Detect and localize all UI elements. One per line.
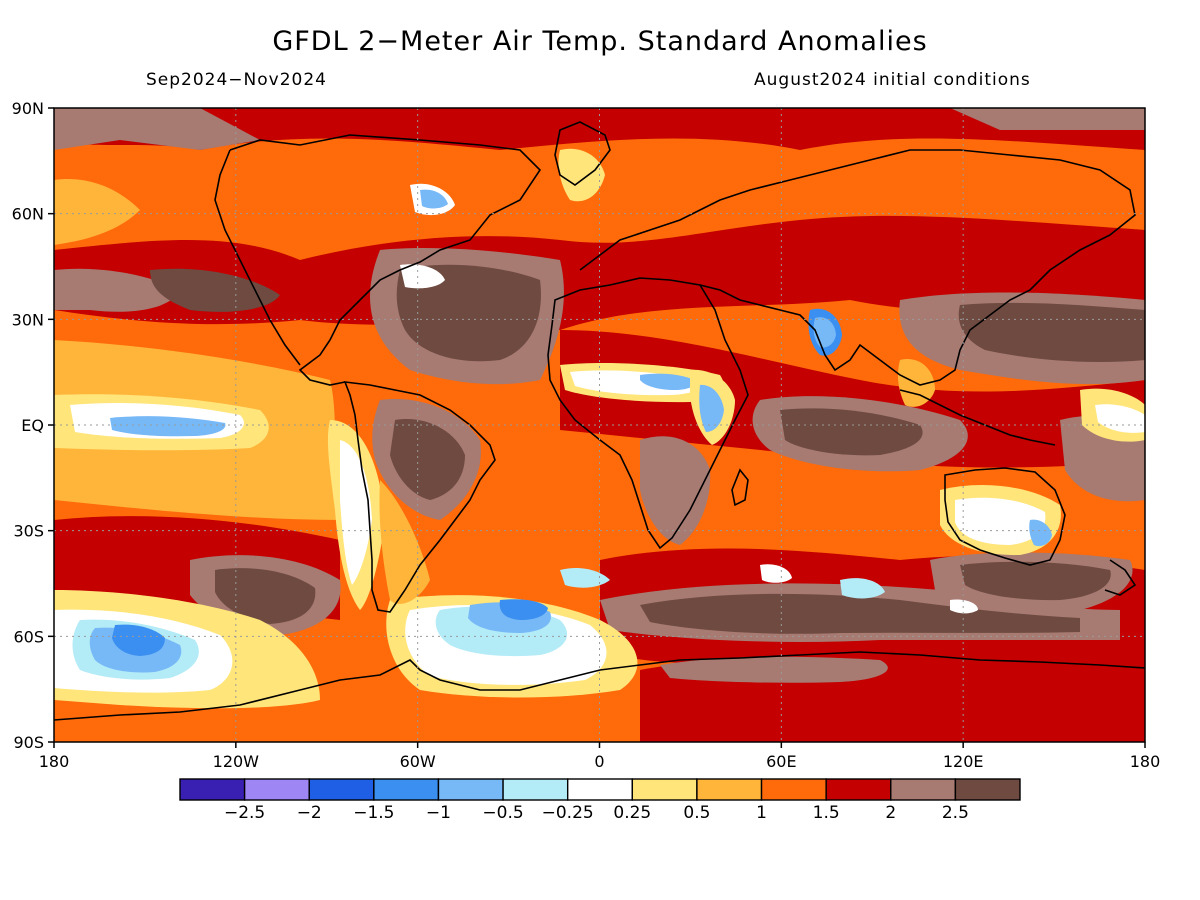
- lon-tick-label: 0: [594, 752, 604, 771]
- colorbar-label: 0.25: [613, 803, 651, 823]
- latitude-axis: 90N 60N 30N EQ 30S 60S 90S: [12, 99, 54, 752]
- colorbar-swatch: [373, 778, 440, 801]
- lon-tick-label: 60E: [766, 752, 796, 771]
- lat-tick-label: 30N: [12, 310, 44, 329]
- colorbar-swatch: [760, 778, 827, 801]
- colorbar-swatch: [308, 778, 375, 801]
- colorbar-swatch: [437, 778, 504, 801]
- lat-tick-label: 60S: [13, 627, 44, 646]
- lon-tick-label: 180: [39, 752, 70, 771]
- colorbar-label: −2.5: [224, 803, 265, 823]
- colorbar-label: −0.25: [542, 803, 594, 823]
- lon-tick-label: 120E: [943, 752, 984, 771]
- lon-tick-label: 60W: [400, 752, 436, 771]
- colorbar-label: −0.5: [482, 803, 523, 823]
- colorbar-label: −1.5: [353, 803, 394, 823]
- colorbar-label: 1: [756, 803, 767, 823]
- colorbar-swatch: [243, 778, 310, 801]
- colorbar-label: −2: [297, 803, 322, 823]
- colorbar: −2.5 −2 −1.5 −1 −0.5 −0.25 0.25 0.5 1 1.5 2 2.5: [179, 778, 1021, 823]
- lat-tick-label: 90N: [12, 99, 44, 118]
- colorbar-swatch: [179, 778, 246, 801]
- colorbar-label: 0.5: [683, 803, 710, 823]
- graticule: [54, 108, 1145, 742]
- colorbar-label: 2: [885, 803, 896, 823]
- forecast-period: Sep2024−Nov2024: [146, 70, 327, 90]
- initial-conditions: August2024 initial conditions: [754, 70, 1031, 90]
- colorbar-swatch: [890, 778, 957, 801]
- colorbar-swatch: [502, 778, 569, 801]
- map-title: GFDL 2−Meter Air Temp. Standard Anomalie…: [272, 26, 928, 57]
- lon-tick-label: 120W: [213, 752, 260, 771]
- lon-tick-label: 180: [1130, 752, 1161, 771]
- colorbar-swatch: [954, 778, 1021, 801]
- longitude-axis: 180 120W 60W 0 60E 120E 180: [39, 742, 1161, 771]
- lat-tick-label: 90S: [13, 733, 44, 752]
- lat-tick-label: 30S: [13, 522, 44, 541]
- colorbar-swatch: [631, 778, 698, 801]
- lat-tick-label: EQ: [21, 416, 44, 435]
- colorbar-label: 1.5: [813, 803, 840, 823]
- colorbar-swatch: [566, 778, 634, 801]
- coastlines: [54, 121, 1145, 721]
- colorbar-label: 2.5: [942, 803, 969, 823]
- lat-tick-label: 60N: [12, 205, 44, 224]
- colorbar-swatch: [825, 778, 892, 801]
- colorbar-swatch: [696, 778, 763, 801]
- colorbar-label: −1: [426, 803, 451, 823]
